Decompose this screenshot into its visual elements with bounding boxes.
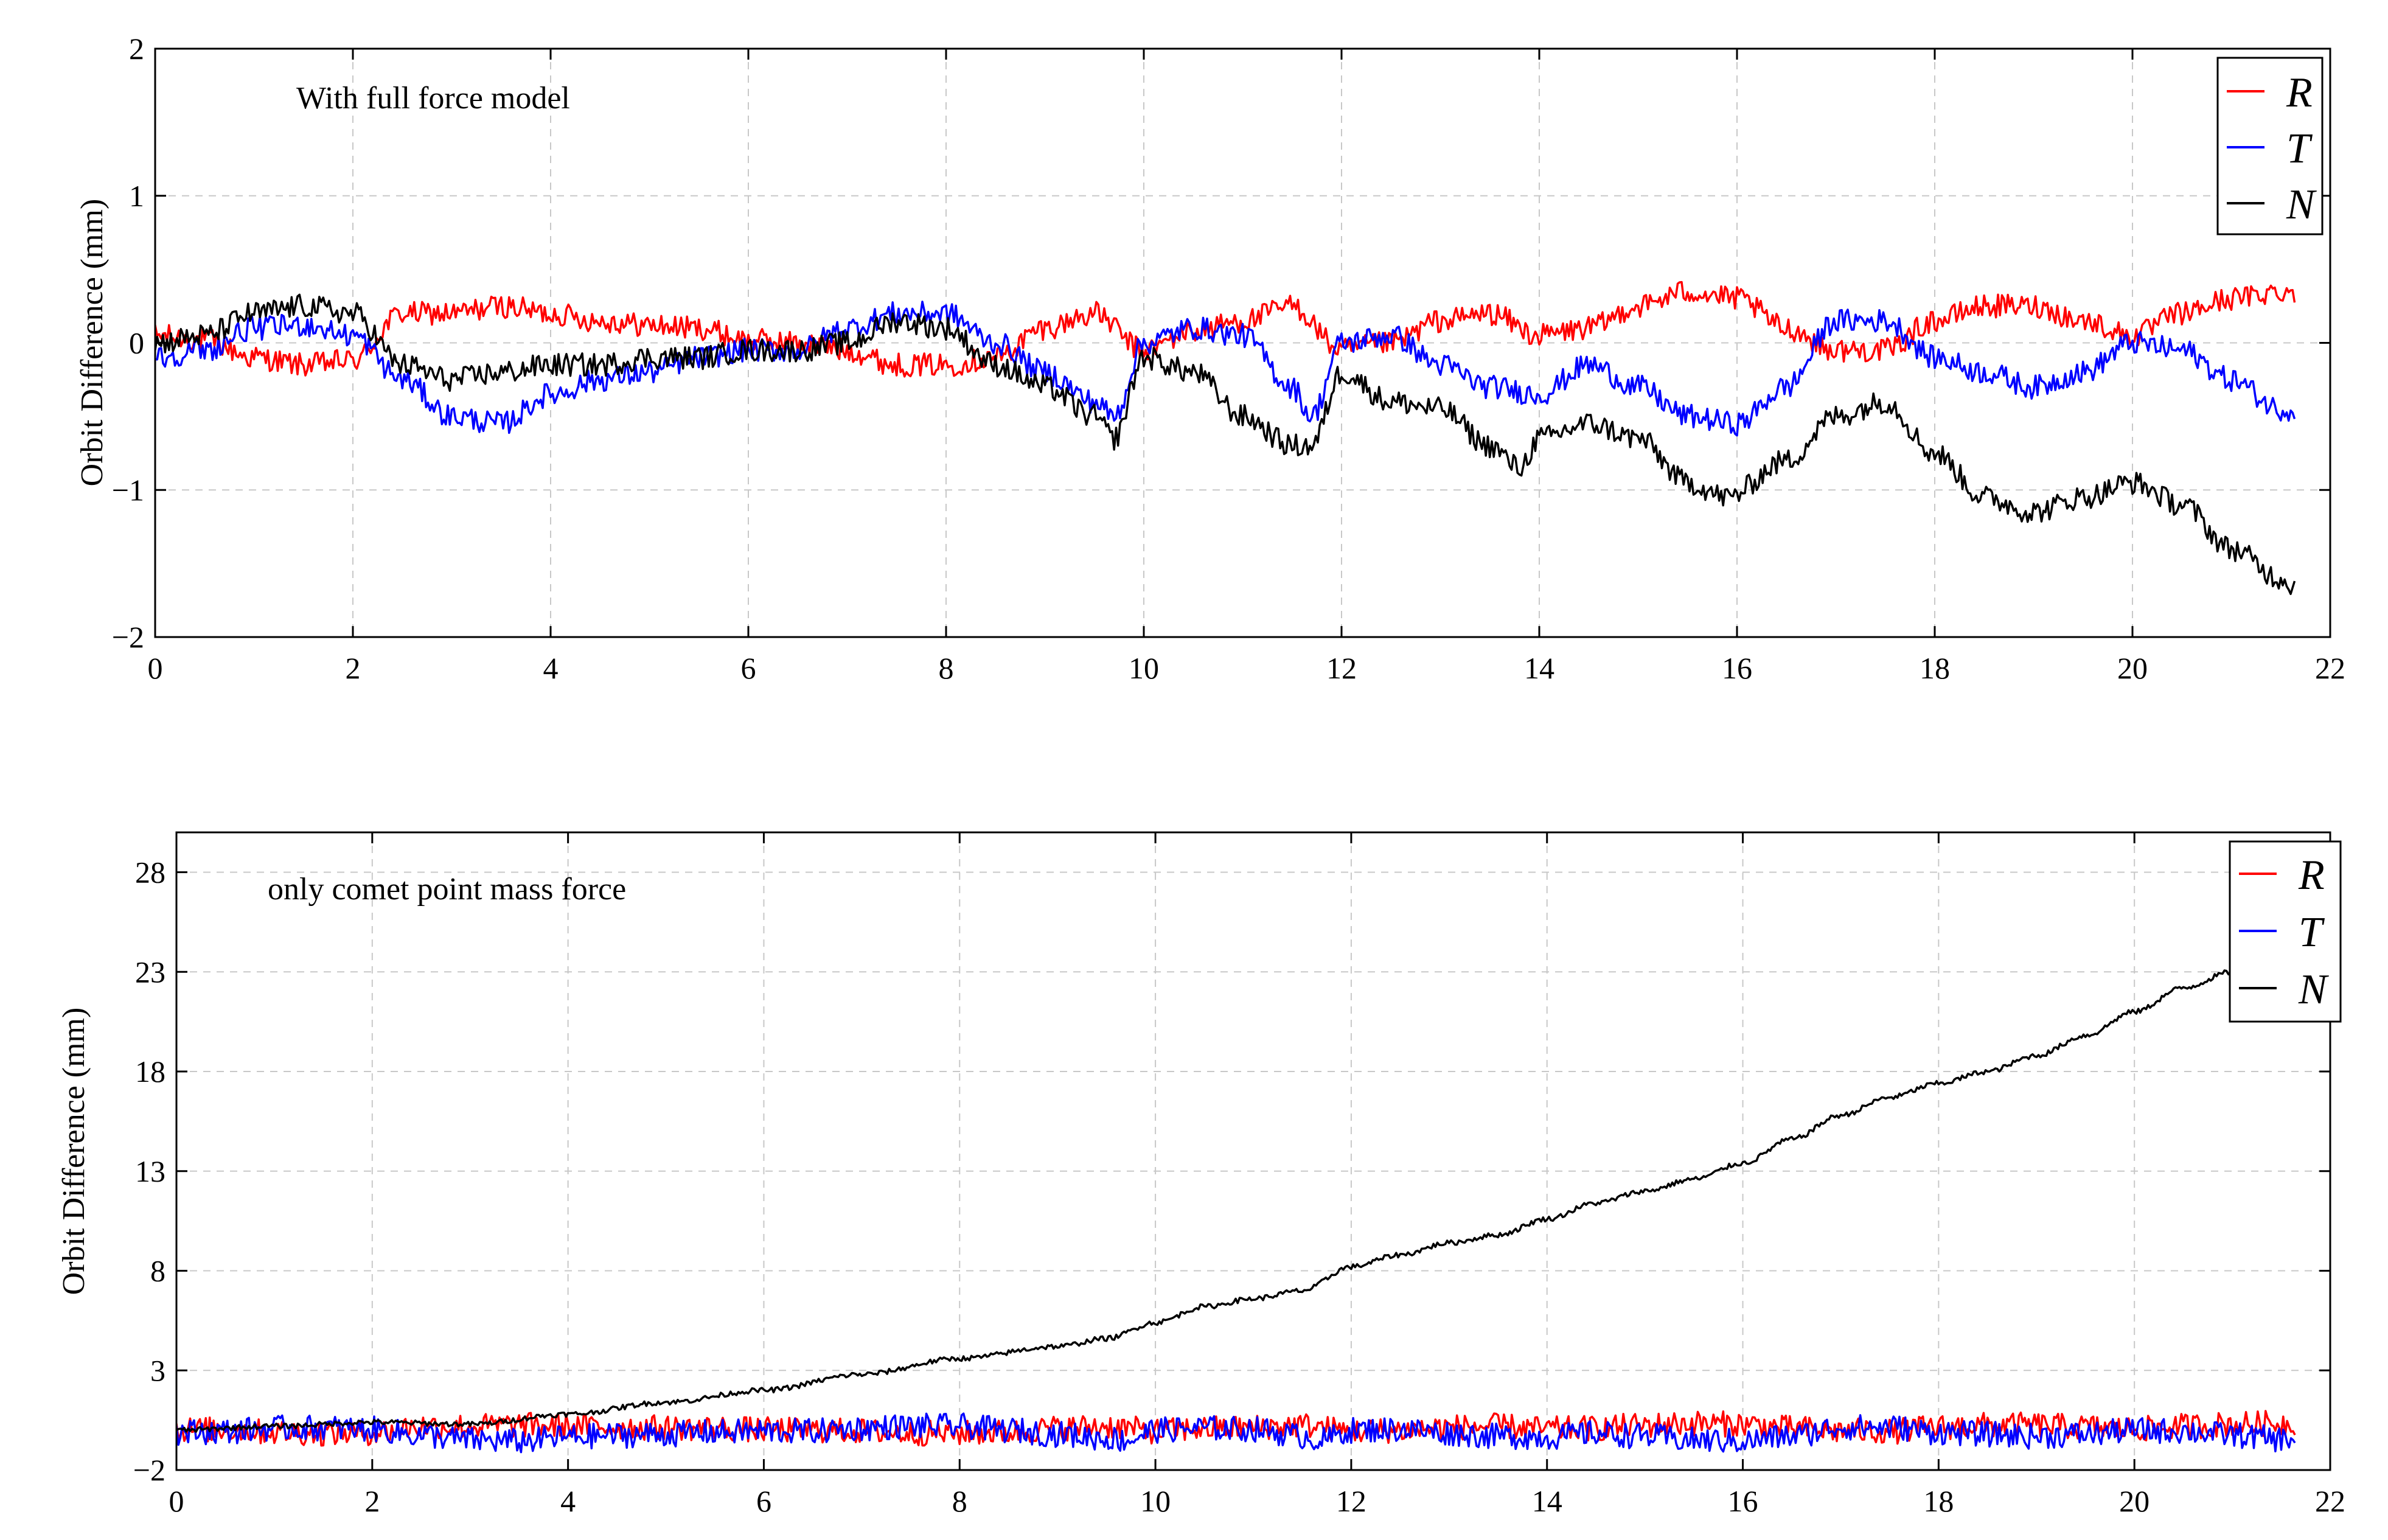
chart-annotation: With full force model (296, 81, 570, 116)
legend-label-n: N (2298, 966, 2329, 1013)
x-tick-label: 18 (1920, 651, 1950, 685)
series-line-r (176, 1410, 2296, 1447)
y-tick-label: 13 (135, 1154, 165, 1188)
y-axis-label: Orbit Difference (mm) (75, 199, 110, 487)
x-tick-label: 6 (741, 651, 756, 685)
y-tick-label: −1 (112, 473, 144, 507)
legend: R T N (2229, 840, 2342, 1023)
x-tick-label: 4 (543, 651, 559, 685)
y-tick-label: −2 (112, 620, 144, 654)
x-tick-label: 18 (1923, 1484, 1954, 1518)
y-tick-label: −2 (133, 1453, 165, 1487)
series-line-n (176, 947, 2296, 1433)
axis-ticks: 0 2 4 6 8 10 12 14 16 18 20 22 −2 3 8 13 18 23 28 (133, 832, 2345, 1518)
y-tick-label: 1 (129, 179, 144, 213)
x-tick-label: 6 (756, 1484, 771, 1518)
x-tick-label: 20 (2117, 651, 2148, 685)
chart-panel-point-mass: 0 2 4 6 8 10 12 14 16 18 20 22 −2 3 8 13 18 23 28 Orbit Di… (57, 831, 2345, 1518)
series-line-r (155, 280, 2296, 378)
y-tick-label: 28 (135, 855, 165, 890)
x-tick-label: 0 (169, 1484, 184, 1518)
y-tick-label: 3 (150, 1353, 165, 1387)
data-series (176, 947, 2296, 1454)
legend-label-t: T (2299, 909, 2325, 956)
x-tick-label: 12 (1336, 1484, 1366, 1518)
legend-label-r: R (2286, 69, 2313, 116)
x-tick-label: 8 (952, 1484, 967, 1518)
x-tick-label: 4 (560, 1484, 576, 1518)
grid-lines (176, 832, 2330, 1470)
x-tick-label: 10 (1129, 651, 1159, 685)
x-tick-label: 0 (148, 651, 163, 685)
x-tick-label: 8 (939, 651, 954, 685)
x-tick-label: 2 (346, 651, 361, 685)
series-line-t (155, 301, 2296, 437)
data-series (155, 280, 2296, 595)
x-tick-label: 20 (2119, 1484, 2150, 1518)
y-axis-label: Orbit Difference (mm) (57, 1008, 91, 1295)
x-tick-label: 16 (1722, 651, 1752, 685)
y-tick-label: 8 (150, 1254, 165, 1288)
series-line-n (155, 293, 2296, 595)
x-tick-label: 22 (2315, 1484, 2345, 1518)
x-tick-label: 14 (1532, 1484, 1562, 1518)
grid-lines (155, 49, 2330, 637)
y-tick-label: 23 (135, 955, 165, 989)
legend-label-t: T (2286, 125, 2313, 172)
y-tick-label: 0 (129, 326, 144, 360)
plot-area-frame (175, 831, 2331, 1471)
series-line-t (176, 1412, 2296, 1454)
chart-annotation: only comet point mass force (268, 872, 626, 907)
legend-label-r: R (2298, 852, 2325, 899)
x-tick-label: 10 (1140, 1484, 1171, 1518)
legend-label-n: N (2286, 181, 2317, 228)
y-tick-label: 2 (129, 32, 144, 66)
legend: R T N (2216, 57, 2324, 235)
x-tick-label: 22 (2315, 651, 2345, 685)
x-tick-label: 16 (1728, 1484, 1758, 1518)
y-tick-label: 18 (135, 1054, 165, 1089)
x-tick-label: 14 (1524, 651, 1554, 685)
x-tick-label: 2 (364, 1484, 380, 1518)
x-tick-label: 12 (1326, 651, 1357, 685)
